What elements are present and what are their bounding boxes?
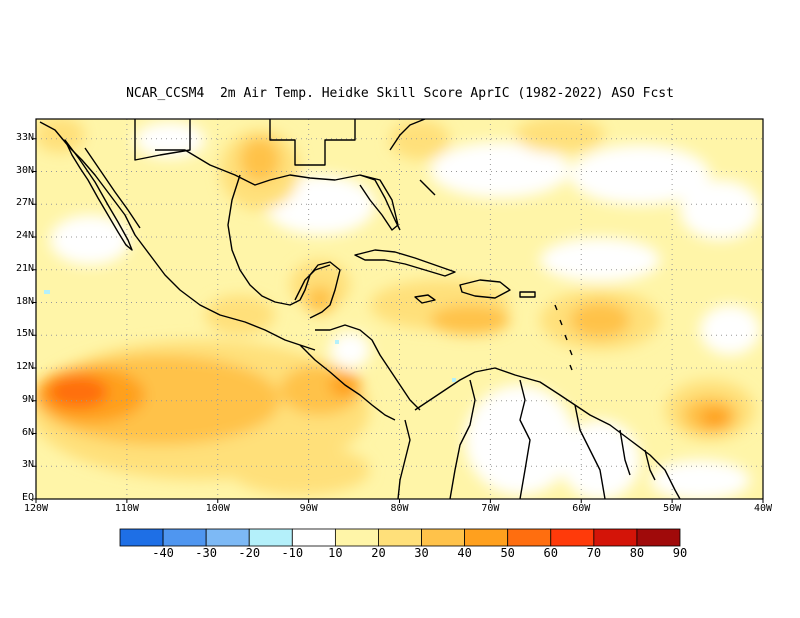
- lat-label: 33N: [15, 131, 34, 143]
- colorbar-swatch: [550, 528, 595, 547]
- lat-label: 9N: [21, 393, 34, 405]
- colorbar-swatch: [291, 528, 336, 547]
- colorbar-swatch: [378, 528, 422, 547]
- colorbar-swatch: [421, 528, 466, 547]
- colorbar-swatch: [119, 528, 164, 547]
- lon-label: 50W: [663, 503, 682, 514]
- lon-label: 120W: [23, 503, 49, 514]
- lat-label: 15N: [15, 328, 34, 340]
- lat-label: 3N: [21, 459, 34, 471]
- lat-label: EQ: [21, 492, 34, 503]
- colorbar-swatch: [334, 528, 379, 547]
- lat-label: 30N: [15, 164, 34, 176]
- map-title: NCAR_CCSM4 2m Air Temp. Heidke Skill Sco…: [126, 86, 674, 101]
- field-50-60: [48, 376, 108, 408]
- colorbar-label: 50: [500, 546, 515, 560]
- coastlines: [39, 119, 681, 499]
- colorbar-label: -40: [152, 546, 174, 560]
- lon-label: 40W: [753, 503, 773, 514]
- lon-label: 80W: [390, 503, 409, 514]
- colorbar-swatch: [162, 528, 207, 547]
- lat-label: 12N: [15, 361, 34, 372]
- lat-label: 18N: [15, 295, 34, 307]
- colorbar-label: 10: [328, 546, 343, 560]
- lat-label: 24N: [15, 230, 34, 241]
- colorbar-label: 90: [672, 546, 688, 560]
- field-cyan-cell: [44, 290, 50, 294]
- colorbar-label: 70: [586, 546, 602, 560]
- colorbar-swatch: [464, 528, 509, 547]
- colorbar-label: -30: [195, 546, 217, 560]
- lon-label: 110W: [114, 503, 139, 514]
- lat-label: 27N: [15, 197, 34, 209]
- colorbar-label: -10: [281, 546, 304, 560]
- field-cyan-cell: [452, 378, 456, 382]
- grid-lines: [36, 119, 763, 499]
- colorbar-label: 40: [457, 546, 472, 560]
- colorbar-swatch: [248, 528, 293, 547]
- colorbar-label: 30: [414, 546, 429, 560]
- lat-label: 21N: [15, 262, 34, 274]
- colorbar-swatch: [205, 528, 250, 547]
- lon-label: 100W: [205, 503, 230, 514]
- colorbar-label: -20: [238, 546, 261, 560]
- colorbar-label: 60: [543, 546, 558, 560]
- colorbar-label: 80: [629, 546, 645, 560]
- colorbar-label: 20: [371, 546, 386, 560]
- lon-label: 70W: [481, 503, 500, 514]
- lon-label: 60W: [572, 503, 591, 514]
- colorbar-swatch: [593, 528, 638, 547]
- colorbar-swatch: [636, 528, 681, 547]
- colorbar-swatch: [507, 528, 552, 547]
- colorbar: [119, 528, 681, 547]
- lon-label: 90W: [299, 503, 318, 514]
- axis-ticks: [32, 138, 764, 503]
- lat-label: 6N: [21, 426, 34, 438]
- field-cyan-cell: [335, 340, 339, 344]
